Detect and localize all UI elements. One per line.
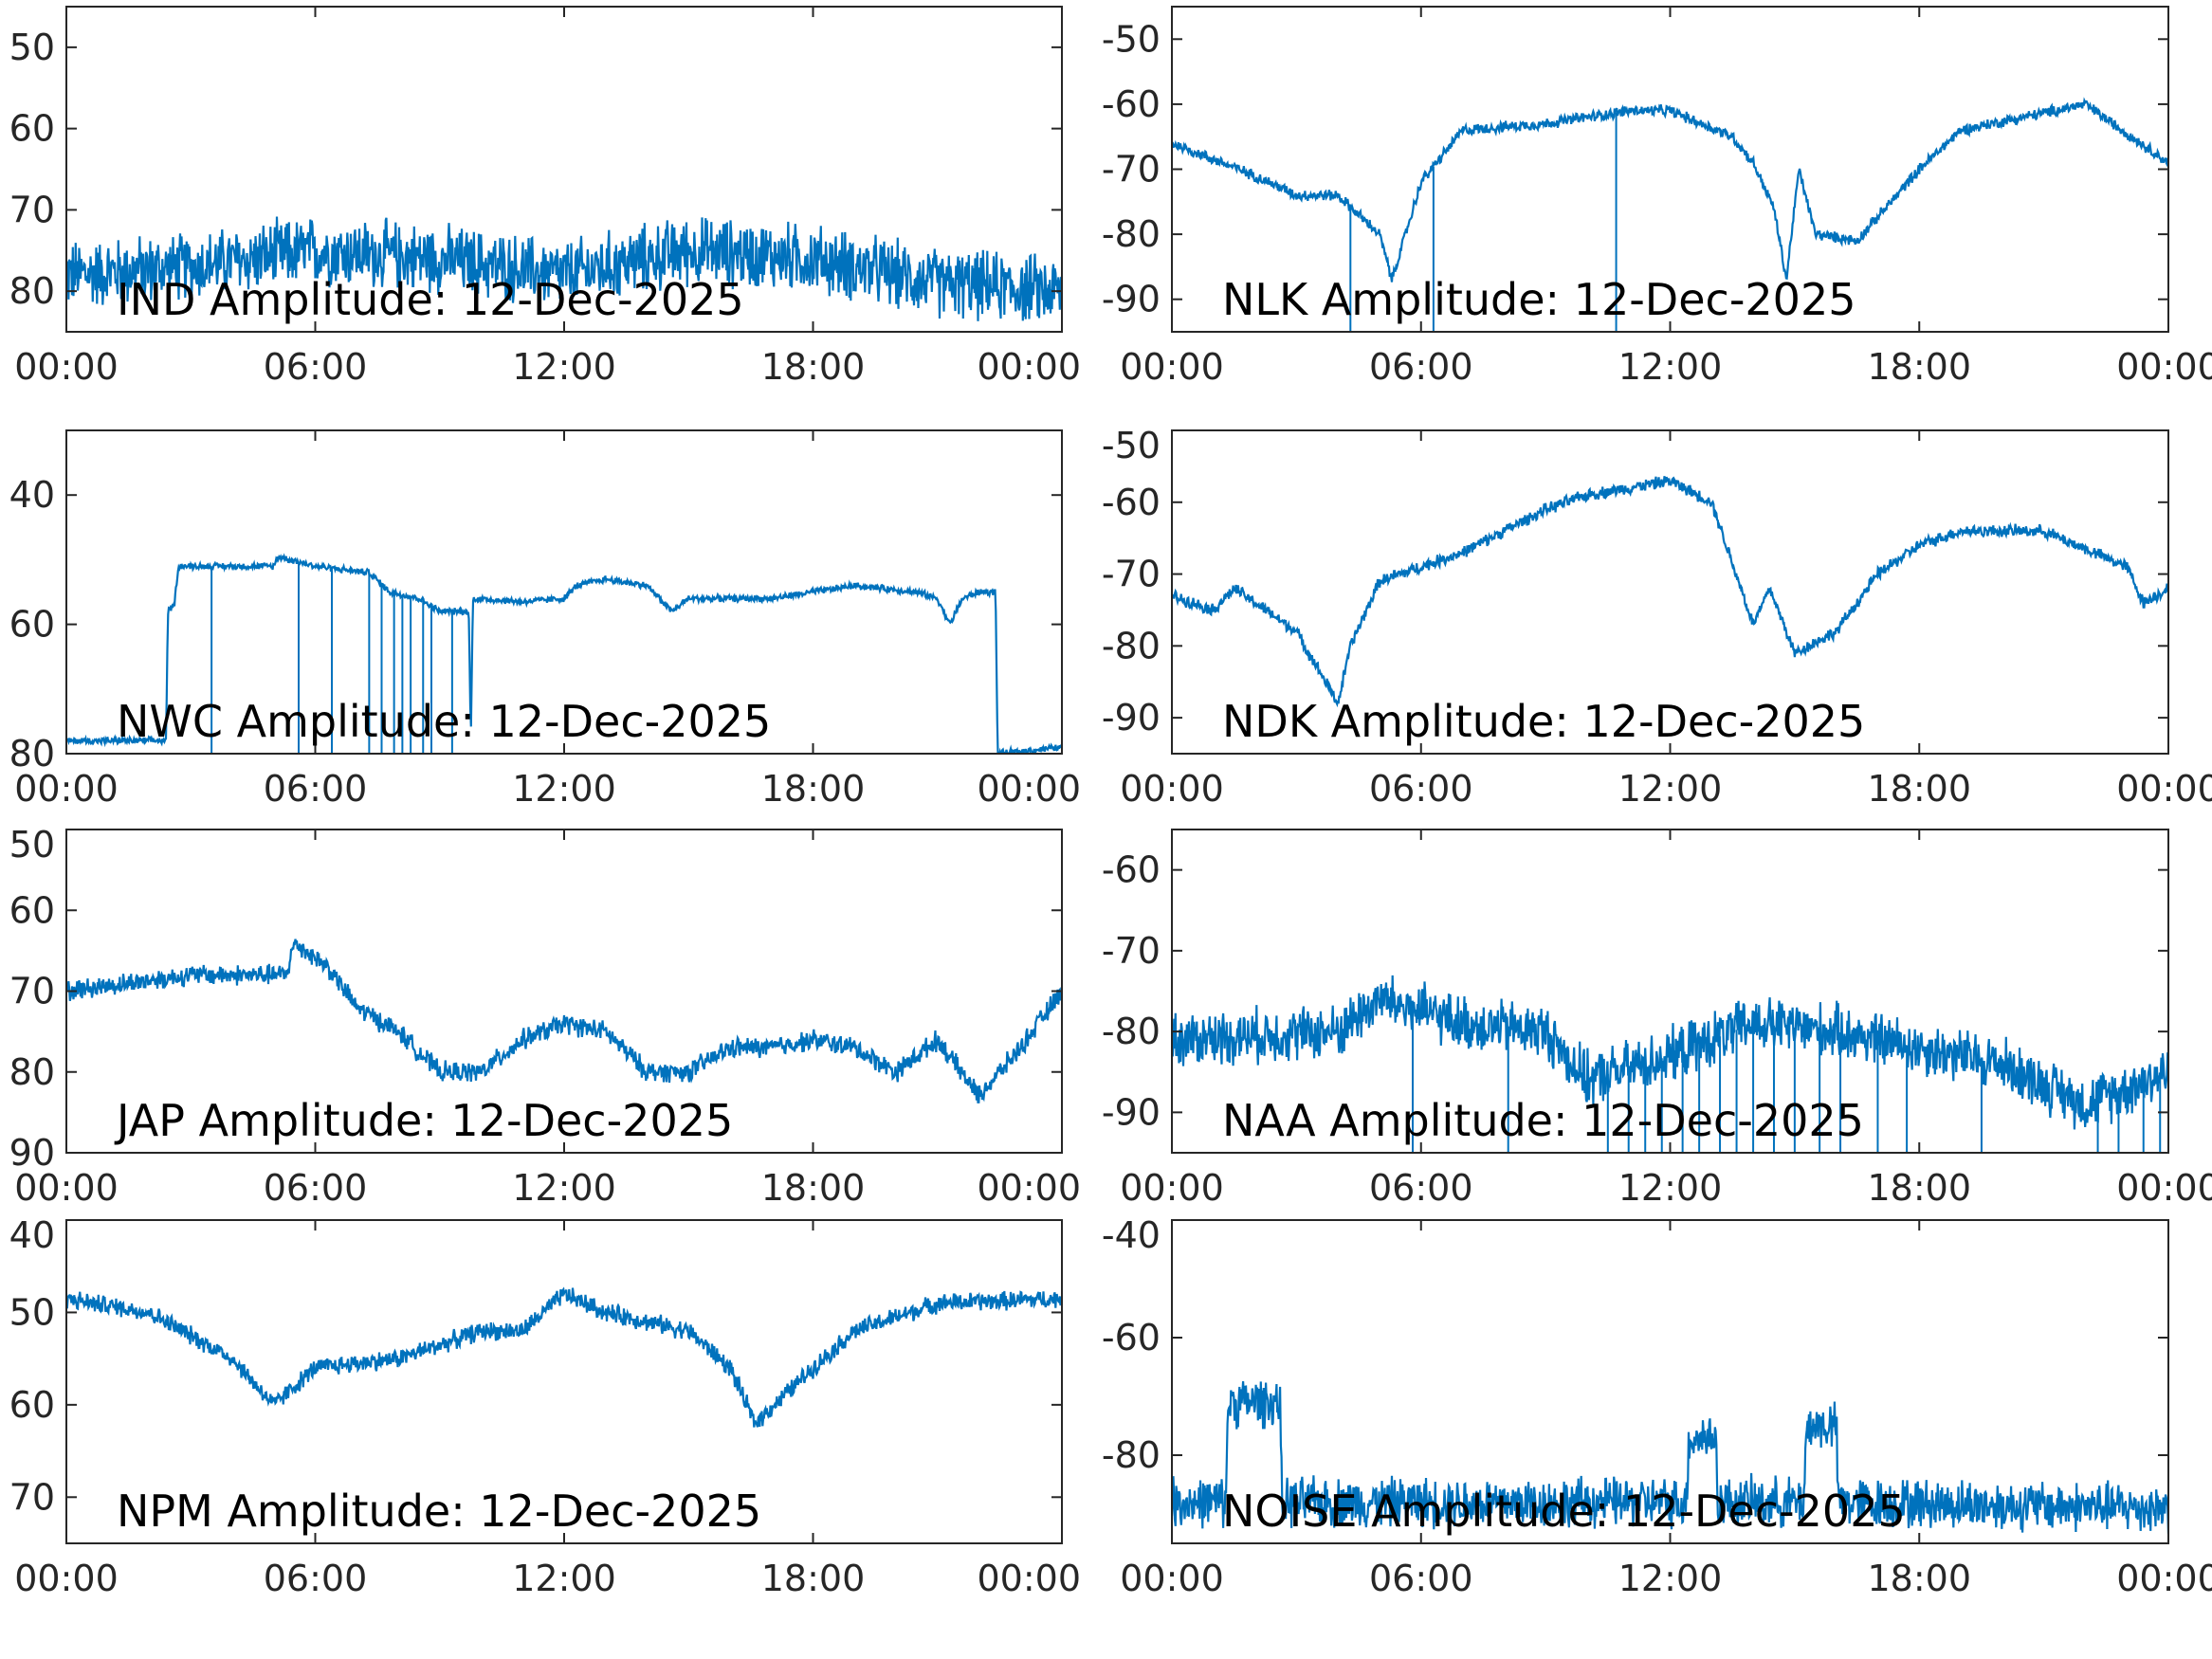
x-tick-label: 06:00 (264, 768, 368, 810)
x-tick-label: 12:00 (512, 768, 616, 810)
panel-annotation: NOISE Amplitude: 12-Dec-2025 (1222, 1486, 1906, 1537)
y-tick-label: -40 (1102, 1214, 1161, 1256)
y-tick-label: -80 (1102, 1011, 1161, 1052)
y-tick-label: 70 (9, 971, 55, 1012)
x-tick-label: 00:00 (1120, 768, 1224, 810)
x-tick-label: 12:00 (512, 346, 616, 388)
x-tick-label: 00:00 (2116, 1167, 2212, 1209)
y-tick-label: -50 (1102, 425, 1161, 466)
x-tick-label: 00:00 (1120, 346, 1224, 388)
x-tick-label: 12:00 (1618, 1167, 1723, 1209)
y-tick-label: 80 (9, 1051, 55, 1093)
naa-amplitude-line (1172, 975, 2168, 1130)
x-tick-label: 00:00 (14, 768, 119, 810)
x-tick-label: 00:00 (14, 346, 119, 388)
nlk-amplitude-line (1172, 97, 2168, 283)
y-tick-label: 80 (9, 733, 55, 775)
y-tick-label: 40 (9, 474, 55, 516)
panel-nlk: 00:00 06:00 12:00 18:00 00:00 -50 -60 -70 -80 -90… (1102, 6, 2212, 388)
y-tick-label: 80 (9, 270, 55, 312)
x-tick-label: 06:00 (1369, 768, 1473, 810)
x-tick-label: 00:00 (14, 1167, 119, 1209)
x-tick-label: 06:00 (1369, 1558, 1473, 1599)
y-tick-label: 60 (9, 604, 55, 646)
x-tick-label: 00:00 (2116, 346, 2212, 388)
y-tick-label: -70 (1102, 554, 1161, 595)
panel-annotation: NLK Amplitude: 12-Dec-2025 (1222, 274, 1856, 325)
x-tick-label: 18:00 (1867, 1558, 1971, 1599)
y-tick-label: -70 (1102, 930, 1161, 972)
x-tick-label: 18:00 (761, 346, 866, 388)
panel-ind: 00:00 06:00 12:00 18:00 00:00 50 60 70 80 IND Amp… (9, 6, 1081, 388)
x-tick-label: 18:00 (1867, 768, 1971, 810)
x-tick-label: 12:00 (512, 1558, 616, 1599)
x-tick-label: 18:00 (1867, 1167, 1971, 1209)
x-tick-label: 00:00 (1120, 1167, 1224, 1209)
panel-ndk: 00:00 06:00 12:00 18:00 00:00 -50 -60 -70 -80 -90… (1102, 425, 2212, 810)
y-tick-label: 50 (9, 824, 55, 866)
x-tick-label: 00:00 (14, 1558, 119, 1599)
panel-naa: 00:00 06:00 12:00 18:00 00:00 -60 -70 -80 -90 NAA… (1102, 829, 2212, 1209)
npm-amplitude-line (66, 1286, 1062, 1428)
x-tick-label: 18:00 (761, 1558, 866, 1599)
x-tick-label: 06:00 (1369, 346, 1473, 388)
x-tick-label: 06:00 (264, 346, 368, 388)
x-tick-label: 00:00 (977, 346, 1081, 388)
panel-npm: 00:00 06:00 12:00 18:00 00:00 40 50 60 70 NPM Amp… (9, 1214, 1081, 1599)
x-tick-label: 06:00 (1369, 1167, 1473, 1209)
panel-nwc: 00:00 06:00 12:00 18:00 00:00 40 60 80 NWC Ampli… (9, 429, 1081, 810)
y-tick-label: -90 (1102, 697, 1161, 738)
panel-annotation: NAA Amplitude: 12-Dec-2025 (1222, 1095, 1864, 1146)
panel-annotation: NPM Amplitude: 12-Dec-2025 (117, 1486, 761, 1537)
y-tick-label: 90 (9, 1132, 55, 1174)
x-tick-label: 12:00 (1618, 768, 1723, 810)
panel-annotation: NWC Amplitude: 12-Dec-2025 (117, 696, 771, 747)
y-tick-label: -90 (1102, 1091, 1161, 1133)
x-tick-label: 00:00 (977, 768, 1081, 810)
ind-amplitude-line (66, 216, 1062, 321)
x-tick-label: 00:00 (2116, 1558, 2212, 1599)
y-tick-label: 70 (9, 189, 55, 230)
jap-amplitude-line (66, 939, 1062, 1103)
panel-annotation: JAP Amplitude: 12-Dec-2025 (114, 1095, 733, 1146)
y-tick-label: -80 (1102, 213, 1161, 255)
y-tick-label: 60 (9, 1384, 55, 1426)
y-tick-label: -60 (1102, 482, 1161, 523)
x-tick-label: 06:00 (264, 1167, 368, 1209)
y-tick-label: -80 (1102, 625, 1161, 666)
y-tick-label: 60 (9, 889, 55, 931)
y-tick-label: -70 (1102, 149, 1161, 191)
y-tick-label: -60 (1102, 1317, 1161, 1358)
y-tick-label: 50 (9, 1291, 55, 1333)
y-tick-label: -60 (1102, 849, 1161, 891)
panel-noise: 00:00 06:00 12:00 18:00 00:00 -40 -60 -80 NOISE … (1102, 1214, 2212, 1599)
x-tick-label: 00:00 (977, 1558, 1081, 1599)
y-tick-label: 40 (9, 1214, 55, 1256)
y-tick-label: 70 (9, 1476, 55, 1518)
y-tick-label: -50 (1102, 18, 1161, 60)
x-tick-label: 12:00 (1618, 346, 1723, 388)
x-tick-label: 18:00 (1867, 346, 1971, 388)
y-tick-label: 50 (9, 27, 55, 68)
y-tick-label: 60 (9, 108, 55, 150)
y-tick-label: -60 (1102, 83, 1161, 125)
x-tick-label: 00:00 (2116, 768, 2212, 810)
panel-jap: 00:00 06:00 12:00 18:00 00:00 50 60 70 80 90 JAP A… (9, 824, 1081, 1209)
x-tick-label: 12:00 (1618, 1558, 1723, 1599)
y-tick-label: -90 (1102, 279, 1161, 320)
x-tick-label: 18:00 (761, 1167, 866, 1209)
x-tick-label: 00:00 (1120, 1558, 1224, 1599)
ndk-amplitude-line (1172, 476, 2168, 708)
noise-amplitude-line (1172, 1381, 2168, 1535)
x-tick-label: 12:00 (512, 1167, 616, 1209)
x-tick-label: 06:00 (264, 1558, 368, 1599)
panel-annotation: NDK Amplitude: 12-Dec-2025 (1222, 696, 1865, 747)
y-tick-label: -80 (1102, 1434, 1161, 1476)
x-tick-label: 18:00 (761, 768, 866, 810)
x-tick-label: 00:00 (977, 1167, 1081, 1209)
panel-annotation: IND Amplitude: 12-Dec-2025 (117, 274, 744, 325)
nwc-amplitude-line (66, 553, 1062, 754)
